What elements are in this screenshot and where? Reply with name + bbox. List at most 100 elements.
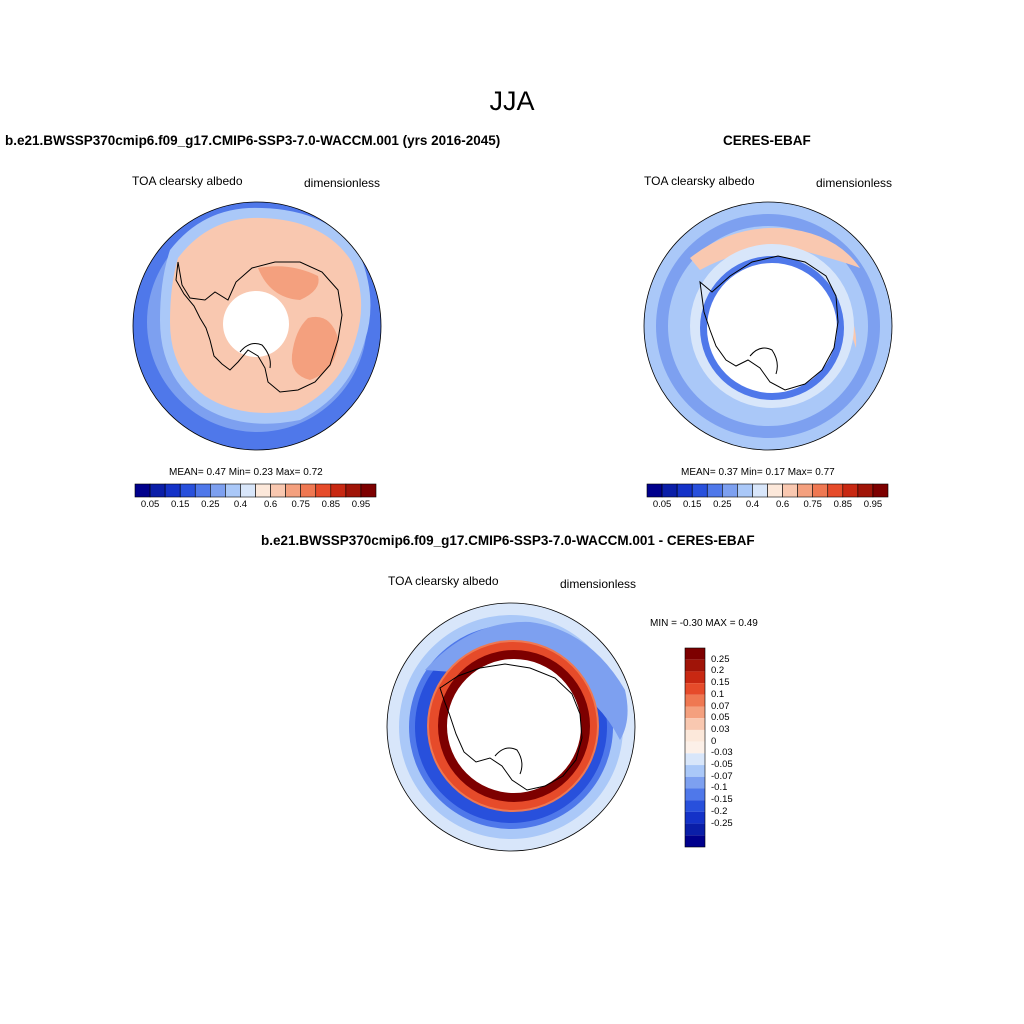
difference-colorbar-tick-label: -0.1 [711,782,728,794]
difference-colorbar-tick-label: -0.25 [711,817,733,829]
model-colorbar-tick-label: 0.85 [321,499,341,510]
observation-colorbar-swatch [661,483,678,498]
model-colorbar-tick-label: 0.75 [291,499,310,510]
observation-colorbar-swatch [737,483,753,498]
difference-colorbar-tick-label: -0.03 [711,747,733,759]
observation-colorbar-tick-label: 0.85 [833,499,853,510]
difference-colorbar-tick-label: 0.15 [711,677,730,689]
difference-colorbar-tick-label: 0.2 [711,665,725,677]
model-colorbar-swatch [345,483,362,498]
model-colorbar-swatch [210,483,226,498]
difference-colorbar-swatch [685,800,705,812]
panel-3-stats: MIN = -0.30 MAX = 0.49 [650,618,758,629]
difference-colorbar-swatch [685,648,705,660]
model-colorbar-swatch [164,483,181,498]
model-colorbar-tick-label: 0.15 [170,499,190,510]
observation-colorbar-swatch [706,483,723,498]
model-colorbar-swatch [330,483,347,498]
observation-colorbar-swatch [782,483,798,498]
difference-colorbar-swatch [685,823,705,836]
difference-colorbar [684,647,706,848]
model-colorbar-swatch [315,483,332,498]
observation-colorbar-tick-label: 0.15 [682,499,702,510]
panel-2-title: CERES-EBAF [723,133,811,148]
difference-colorbar-swatch [685,753,705,766]
model-colorbar-tick-label: 0.4 [233,499,248,510]
observation-colorbar-tick-label: 0.95 [863,499,883,510]
panel-3-units-label: dimensionless [560,577,637,591]
model-colorbar-tick-label: 0.95 [351,499,371,510]
model-colorbar [134,483,377,498]
observation-colorbar-swatch [842,483,859,498]
model-colorbar-swatch [255,483,271,498]
difference-colorbar-swatch [685,765,705,777]
panel-2-stats: MEAN= 0.37 Min= 0.17 Max= 0.77 [681,467,835,478]
model-colorbar-swatch [194,483,211,498]
difference-colorbar-swatch [685,706,705,719]
difference-colorbar-swatch [685,811,705,824]
model-colorbar-swatch [149,483,166,498]
model-colorbar-swatch [240,483,256,498]
observation-colorbar-tick-label: 0.05 [652,499,672,510]
difference-colorbar-tick-label: -0.2 [711,805,728,817]
observation-colorbar-tick-label: 0.75 [803,499,822,510]
model-colorbar-tick-label: 0.05 [140,499,160,510]
model-colorbar-swatch [300,483,317,498]
difference-colorbar-swatch [685,835,705,847]
difference-polar-map [386,602,636,852]
panel-1-units-label: dimensionless [304,176,381,190]
difference-colorbar-swatch [685,729,705,742]
observation-colorbar-swatch [857,483,874,498]
model-colorbar-tick-label: 0.6 [263,499,278,510]
difference-colorbar-swatch [685,776,705,789]
model-colorbar-swatch [134,483,151,498]
difference-colorbar-swatch [685,741,705,754]
observation-colorbar-swatch [752,483,768,498]
model-colorbar-tick-label: 0.25 [201,499,220,510]
difference-colorbar-swatch [685,683,705,695]
difference-colorbar-tick-label: 0.05 [711,712,730,724]
observation-colorbar-swatch [827,483,844,498]
model-colorbar-swatch [285,483,301,498]
observation-colorbar-swatch [767,483,783,498]
observation-colorbar-swatch [676,483,693,498]
difference-colorbar-swatch [685,659,705,672]
panel-3-title: b.e21.BWSSP370cmip6.f09_g17.CMIP6-SSP3-7… [261,533,755,548]
observation-colorbar-swatch [812,483,829,498]
panel-1-stats: MEAN= 0.47 Min= 0.23 Max= 0.72 [169,467,323,478]
panel-2-units-label: dimensionless [816,176,893,190]
difference-colorbar-tick-label: 0.25 [711,653,730,665]
difference-colorbar-tick-label: -0.15 [711,794,733,806]
model-colorbar-swatch [225,483,241,498]
difference-colorbar-tick-label: -0.07 [711,770,733,782]
difference-colorbar-swatch [685,694,705,707]
figure-title: JJA [489,86,535,116]
difference-colorbar-swatch [685,718,705,730]
difference-colorbar-tick-label: 0.07 [711,700,730,712]
difference-colorbar-tick-label: -0.05 [711,759,733,771]
panel-1-variable-label: TOA clearsky albedo [132,174,243,188]
difference-colorbar-swatch [685,788,705,801]
observation-colorbar-swatch [722,483,738,498]
observation-polar-map [643,201,893,451]
observation-colorbar-tick-label: 0.4 [745,499,760,510]
model-polar-map [132,201,382,451]
observation-colorbar-tick-label: 0.6 [775,499,790,510]
model-colorbar-swatch [360,483,377,498]
difference-colorbar-tick-label: 0 [711,735,717,747]
model-colorbar-swatch [179,483,196,498]
difference-colorbar-tick-label: 0.03 [711,723,730,735]
difference-colorbar-tick-label: 0.1 [711,688,725,700]
difference-colorbar-swatch [685,671,705,684]
panel-2-variable-label: TOA clearsky albedo [644,174,755,188]
observation-colorbar-swatch [872,483,889,498]
panel-1-title: b.e21.BWSSP370cmip6.f09_g17.CMIP6-SSP3-7… [5,133,501,148]
panel-3-variable-label: TOA clearsky albedo [388,574,499,588]
observation-colorbar-swatch [646,483,663,498]
observation-colorbar-tick-label: 0.25 [713,499,732,510]
observation-colorbar-swatch [691,483,708,498]
difference-colorbar-border [684,647,706,848]
observation-colorbar-swatch [797,483,813,498]
model-colorbar-swatch [270,483,286,498]
